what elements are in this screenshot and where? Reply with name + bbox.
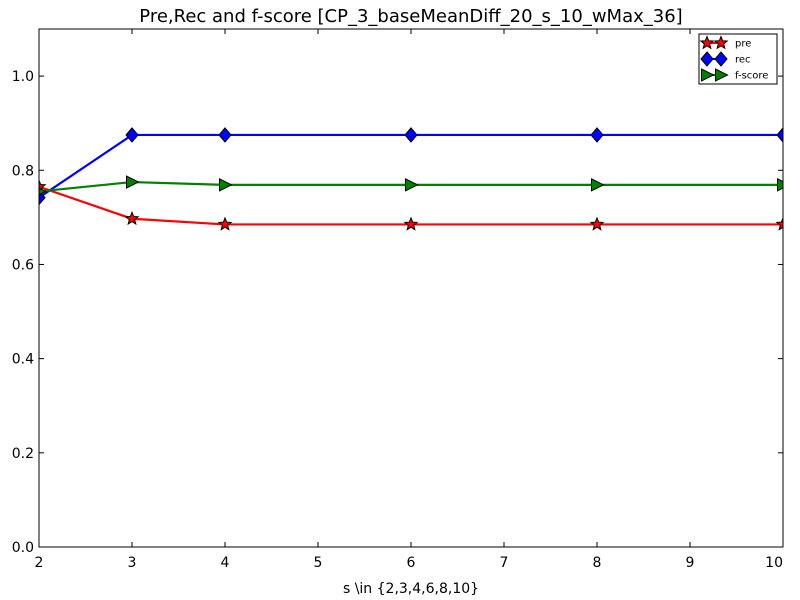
legend-marker-rec — [700, 51, 714, 67]
x-tick-label: 10 — [765, 555, 783, 571]
legend-item-rec: rec — [700, 51, 751, 67]
series-line-f-score — [39, 180, 783, 193]
x-tick-label: 9 — [686, 555, 695, 571]
y-tick-label: 0.0 — [12, 540, 34, 556]
plot-area: 2 3 4 5 6 7 8 9 10 0.0 0.2 0.4 0.6 0.8 1.0 — [12, 28, 784, 571]
x-tick-label: 6 — [407, 555, 416, 571]
x-tick-label: 2 — [35, 555, 44, 571]
data-point-pre-1 — [124, 210, 140, 226]
data-point-rec-2 — [218, 127, 232, 143]
legend: pre rec f-score — [698, 33, 778, 85]
legend-item-f-score: f-score — [701, 68, 768, 82]
x-tick-label: 8 — [593, 555, 602, 571]
legend-marker-pre — [699, 35, 715, 50]
x-tick-label: 5 — [314, 555, 323, 571]
legend-label-rec: rec — [735, 55, 751, 66]
legend-marker-f-score — [715, 68, 729, 82]
series-group — [39, 127, 783, 231]
x-tick-label: 7 — [500, 555, 509, 571]
data-point-pre-3 — [403, 216, 419, 231]
legend-label-pre: pre — [735, 39, 751, 50]
y-tick-label: 0.8 — [12, 163, 34, 179]
legend-marker-rec — [714, 51, 728, 67]
data-point-f-score-1 — [126, 175, 140, 189]
series-line-pre — [39, 185, 783, 226]
data-point-pre-5 — [775, 216, 783, 231]
y-tick-label: 0.6 — [12, 257, 34, 273]
y-tick-label: 1.0 — [12, 69, 34, 85]
legend-marker-f-score — [701, 68, 715, 82]
plot-background — [39, 29, 783, 547]
data-point-f-score-4 — [591, 178, 605, 192]
data-point-f-score-3 — [405, 178, 419, 192]
legend-label-f-score: f-score — [735, 71, 768, 82]
x-tick-label: 4 — [221, 555, 230, 571]
data-point-rec-1 — [125, 127, 139, 143]
data-point-pre-2 — [217, 216, 233, 231]
data-point-rec-4 — [590, 127, 604, 143]
data-point-rec-3 — [404, 127, 418, 143]
data-point-f-score-2 — [219, 178, 233, 192]
legend-item-pre: pre — [699, 35, 751, 50]
legend-marker-pre — [713, 35, 729, 50]
x-tick-label: 3 — [128, 555, 137, 571]
chart-title: Pre,Rec and f-score [CP_3_baseMeanDiff_2… — [139, 6, 682, 27]
y-tick-label: 0.2 — [12, 446, 34, 462]
data-point-pre-4 — [589, 216, 605, 231]
series-line-rec — [39, 133, 783, 199]
y-tick-label: 0.4 — [12, 352, 34, 368]
data-point-f-score-5 — [777, 178, 783, 192]
x-axis-label: s \in {2,3,4,6,8,10} — [343, 581, 479, 597]
data-point-rec-5 — [776, 127, 783, 143]
